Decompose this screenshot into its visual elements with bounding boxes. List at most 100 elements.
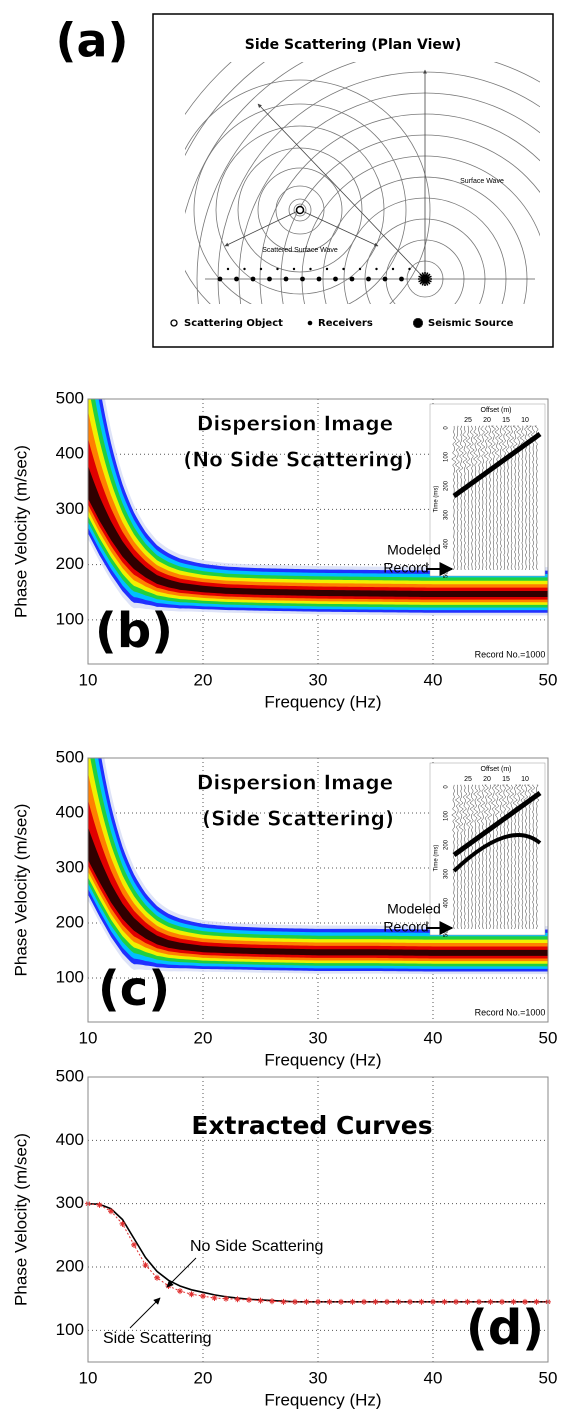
plot-frame	[87, 757, 549, 1023]
inset-y-tick: 200	[444, 480, 450, 491]
trace	[487, 784, 493, 930]
panel-label: (d)	[466, 1300, 544, 1356]
star-marker	[177, 1288, 183, 1295]
star-marker	[407, 1298, 413, 1305]
trace	[480, 784, 486, 930]
annotation: Record No.=1000	[475, 1007, 546, 1017]
trace	[487, 425, 493, 571]
trace	[451, 784, 457, 930]
trace	[509, 425, 515, 571]
inset-x-tick: 25	[464, 776, 472, 783]
scattered-wavefront	[275, 185, 325, 235]
scattered-wavefront	[293, 203, 307, 217]
plot-area	[88, 1077, 548, 1362]
scattered-wavefront	[193, 103, 407, 304]
inset-x-label: Offset (m)	[481, 766, 512, 773]
receiver	[250, 276, 256, 282]
dispersion-image	[88, 399, 548, 616]
receiver	[300, 276, 305, 282]
receiver	[382, 276, 388, 282]
star-marker	[280, 1298, 287, 1305]
y-tick-label: 500	[56, 388, 84, 407]
star-marker	[453, 1298, 459, 1305]
x-tick-label: 30	[309, 1368, 328, 1387]
star-marker	[510, 1298, 517, 1305]
trace	[458, 784, 464, 930]
star-marker	[349, 1298, 356, 1305]
trace	[483, 784, 489, 930]
inset-x-tick: 20	[483, 776, 491, 783]
star-marker	[499, 1298, 505, 1305]
receiver	[349, 276, 355, 282]
series-line	[87, 1203, 548, 1303]
y-tick-label: 500	[56, 1066, 84, 1085]
receiver-minor	[309, 267, 312, 271]
trace	[512, 784, 518, 930]
inset-x-tick: 20	[483, 417, 491, 424]
ray	[257, 103, 426, 280]
chart-title: Dispersion Image	[197, 412, 393, 436]
x-tick-label: 30	[309, 1028, 328, 1047]
receiver-minor	[358, 267, 362, 271]
star-marker	[487, 1298, 494, 1305]
trace	[476, 425, 482, 571]
inset-y-tick: 0	[444, 426, 450, 430]
trace	[534, 425, 539, 571]
annotation: Record	[383, 919, 428, 935]
inset-y-label: Time (ms)	[434, 486, 440, 513]
receiver-minor	[325, 267, 329, 271]
receiver-minor	[276, 267, 279, 271]
star-marker	[223, 1295, 229, 1302]
receiver	[283, 276, 289, 282]
annotation: Record	[383, 560, 428, 576]
inset-y-label: Time (ms)	[434, 845, 440, 872]
star-marker	[372, 1298, 379, 1305]
y-tick-label: 500	[56, 747, 84, 766]
receiver-minor	[243, 267, 246, 271]
trace	[512, 425, 518, 571]
star-marker	[257, 1297, 264, 1304]
star-marker	[361, 1298, 367, 1305]
trace	[534, 784, 540, 930]
inset-y-tick: 100	[444, 810, 450, 821]
dispersion-ridge	[88, 853, 548, 955]
trace	[462, 784, 468, 930]
star-marker	[154, 1274, 160, 1281]
star-marker	[119, 1220, 126, 1227]
annotation: Scattered Surface Wave	[262, 247, 338, 254]
trace	[480, 425, 486, 571]
y-axis-label: Phase Velocity (m/sec)	[11, 1133, 30, 1306]
inset-y-tick: 200	[444, 839, 450, 850]
star-marker	[430, 1298, 436, 1305]
trace	[498, 425, 504, 571]
star-marker	[108, 1208, 114, 1215]
scattered-wavefront	[215, 125, 385, 295]
plot-frame	[87, 1076, 549, 1363]
y-tick-label: 100	[56, 967, 84, 986]
trace	[490, 425, 497, 571]
legend-icon	[170, 319, 178, 327]
label-arrow	[129, 1297, 161, 1329]
x-tick-label: 20	[194, 1368, 213, 1387]
receiver	[234, 276, 239, 282]
trace	[458, 425, 464, 571]
x-tick-label: 50	[539, 670, 558, 689]
star-marker	[131, 1241, 137, 1248]
star-marker	[384, 1298, 390, 1305]
star-marker	[211, 1295, 218, 1302]
trace	[505, 784, 511, 930]
chart-subtitle: (No Side Scattering)	[183, 448, 413, 472]
wavefront	[196, 62, 540, 304]
plot-frame	[87, 398, 549, 665]
y-tick-label: 100	[56, 609, 84, 628]
trace	[505, 425, 511, 571]
y-tick-label: 100	[56, 1320, 84, 1339]
trace	[523, 425, 529, 571]
trace	[501, 784, 507, 930]
chart-title: Dispersion Image	[197, 771, 393, 795]
x-tick-label: 20	[194, 670, 213, 689]
trace	[465, 784, 471, 930]
y-tick-label: 400	[56, 802, 84, 821]
